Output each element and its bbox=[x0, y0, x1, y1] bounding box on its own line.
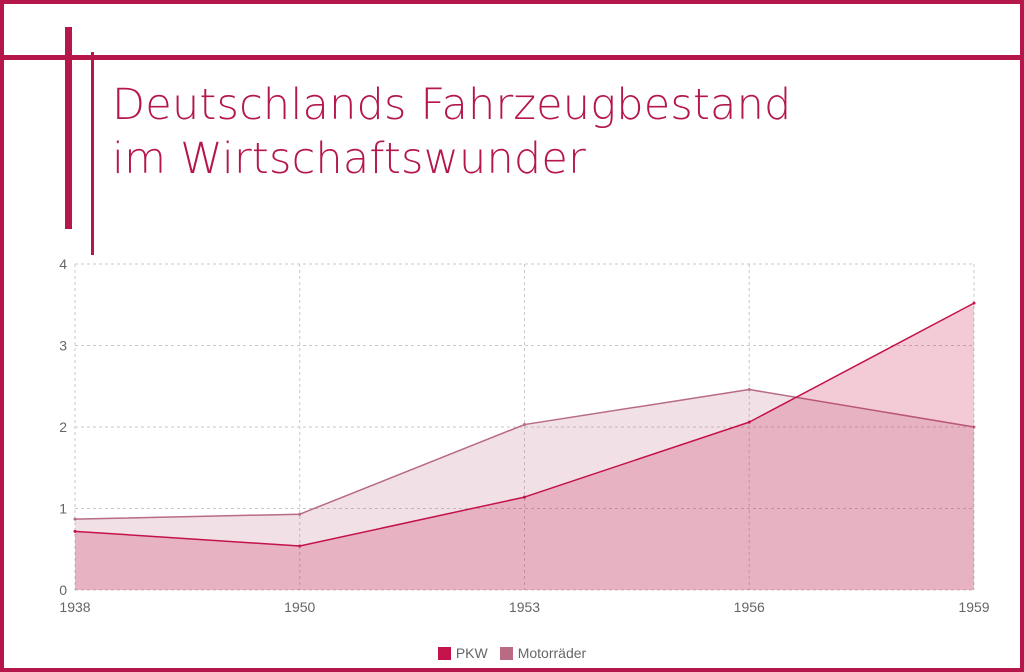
x-tick-label: 1938 bbox=[59, 599, 90, 615]
chart-legend: PKW Motorräder bbox=[0, 642, 1024, 664]
chart-title-line-1: Deutschlands Fahrzeugbestand bbox=[112, 80, 792, 130]
point-motorraeder bbox=[747, 388, 751, 392]
point-motorraeder bbox=[523, 423, 526, 427]
y-tick-label: 0 bbox=[59, 582, 67, 598]
x-tick-label: 1950 bbox=[284, 599, 315, 615]
legend-label-pkw: PKW bbox=[455, 645, 488, 661]
legend-item-pkw: PKW bbox=[437, 645, 488, 661]
y-tick-label: 4 bbox=[59, 256, 67, 272]
y-tick-label: 3 bbox=[59, 338, 67, 354]
x-tick-label: 1953 bbox=[509, 599, 540, 615]
area-motorraeder bbox=[75, 389, 974, 590]
legend-item-motorraeder: Motorräder bbox=[499, 645, 587, 661]
point-motorraeder bbox=[298, 512, 302, 516]
legend-label-motorraeder: Motorräder bbox=[517, 645, 587, 661]
area-pkw bbox=[75, 303, 974, 590]
point-pkw bbox=[747, 420, 751, 424]
x-tick-label: 1959 bbox=[958, 599, 989, 615]
chart-title: Deutschlands Fahrzeugbestand im Wirtscha… bbox=[112, 78, 992, 186]
y-tick-label: 1 bbox=[59, 501, 67, 517]
decorative-top-bar bbox=[0, 55, 1024, 60]
legend-swatch-pkw bbox=[437, 646, 451, 660]
point-motorraeder bbox=[73, 517, 77, 521]
decorative-thin-bar bbox=[91, 52, 94, 255]
y-tick-label: 2 bbox=[59, 419, 67, 435]
point-pkw bbox=[523, 495, 526, 499]
point-pkw bbox=[298, 544, 302, 548]
x-tick-label: 1956 bbox=[734, 599, 765, 615]
point-pkw bbox=[972, 301, 976, 305]
chart-title-line-2: im Wirtschaftswunder bbox=[112, 134, 586, 184]
point-pkw bbox=[73, 529, 77, 533]
decorative-thick-bar bbox=[65, 27, 72, 229]
legend-swatch-motorraeder bbox=[499, 646, 513, 660]
point-motorraeder bbox=[972, 425, 976, 429]
